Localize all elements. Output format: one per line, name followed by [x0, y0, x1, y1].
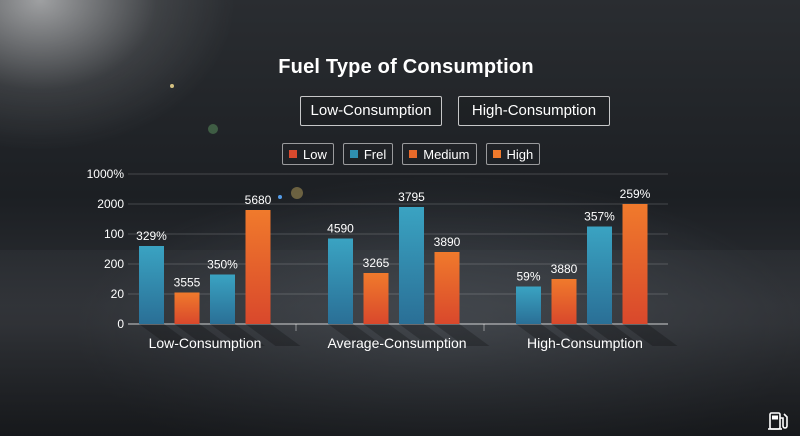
- chart-title: Fuel Type of Consumption: [278, 56, 534, 78]
- legend-swatch-low: [289, 150, 297, 158]
- bar-shadow: [363, 324, 419, 346]
- legend-label-frel: Frel: [363, 146, 387, 162]
- bar-value-label: 350%: [207, 258, 238, 272]
- bar: [210, 274, 235, 324]
- bar: [551, 279, 577, 324]
- legend-item-high[interactable]: High: [485, 143, 541, 165]
- bar-shadow: [551, 324, 607, 346]
- bar-shadow: [516, 324, 571, 346]
- y-tick-label: 200: [104, 257, 124, 271]
- bar-shadow: [399, 324, 454, 346]
- bar-value-label: 329%: [136, 229, 167, 243]
- bokeh-light: [170, 84, 174, 88]
- y-tick-label: 0: [117, 317, 124, 331]
- bar-shadow: [434, 324, 490, 346]
- chart-legend: Low Frel Medium High: [282, 143, 541, 165]
- bar-shadow: [245, 324, 301, 346]
- legend-swatch-frel: [349, 150, 358, 158]
- bar-value-label: 5680: [245, 193, 272, 207]
- bar-shadow: [174, 324, 230, 346]
- legend-swatch-medium: [409, 150, 418, 158]
- tab-high-consumption[interactable]: High-Consumption: [458, 96, 610, 126]
- bar: [245, 210, 271, 324]
- x-category-label: High-Consumption: [527, 335, 643, 351]
- bar: [434, 252, 460, 324]
- legend-swatch-high: [492, 150, 501, 158]
- bar-shadow: [210, 324, 265, 346]
- bokeh-light: [278, 195, 282, 199]
- bar: [399, 207, 424, 324]
- fuel-pump-icon: [768, 412, 788, 430]
- legend-label-low: Low: [303, 146, 327, 162]
- bar-value-label: 3265: [363, 256, 390, 270]
- legend-item-low[interactable]: Low: [282, 143, 334, 165]
- bar: [622, 204, 648, 324]
- bar: [516, 286, 541, 324]
- legend-label-high: High: [506, 146, 534, 162]
- legend-item-medium[interactable]: Medium: [402, 143, 477, 165]
- x-category-label: Average-Consumption: [327, 335, 466, 351]
- bar-value-label: 3880: [551, 262, 578, 276]
- bar-value-label: 259%: [620, 187, 651, 201]
- bar-value-label: 3555: [174, 276, 201, 290]
- bar-value-label: 3795: [398, 190, 425, 204]
- bar-shadow: [328, 324, 383, 346]
- bar-value-label: 59%: [516, 270, 540, 284]
- bar-value-label: 4590: [327, 222, 354, 236]
- tab-low-consumption[interactable]: Low-Consumption: [300, 96, 442, 126]
- y-tick-label: 1000%: [87, 167, 125, 181]
- bar: [363, 273, 389, 324]
- bar-value-label: 3890: [434, 235, 461, 249]
- bar: [328, 238, 353, 324]
- bar: [139, 246, 164, 324]
- y-tick-label: 2000: [97, 197, 124, 211]
- bar-shadow: [622, 324, 678, 346]
- bokeh-light: [208, 124, 218, 134]
- legend-item-frel[interactable]: Frel: [342, 143, 394, 165]
- bar-value-label: 357%: [584, 210, 615, 224]
- bar-shadow: [139, 324, 194, 346]
- y-tick-label: 100: [104, 227, 124, 241]
- legend-label-medium: Medium: [423, 146, 470, 162]
- bokeh-light: [291, 187, 303, 199]
- bar: [174, 292, 200, 324]
- y-tick-label: 20: [111, 287, 125, 301]
- bar-shadow: [587, 324, 642, 346]
- bar: [587, 226, 612, 324]
- x-category-label: Low-Consumption: [149, 335, 262, 351]
